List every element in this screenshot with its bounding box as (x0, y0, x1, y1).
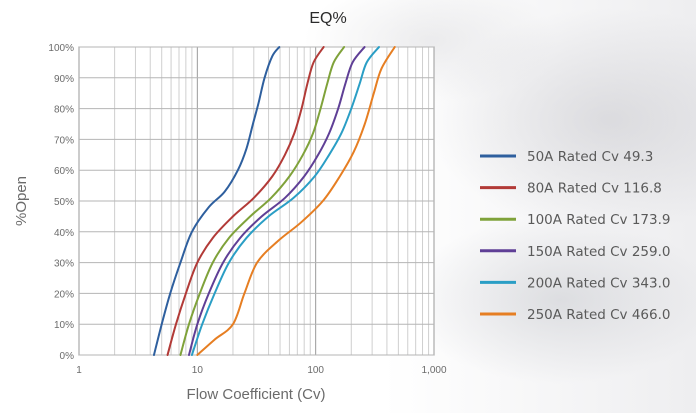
y-tick-labels: 0% 10% 20% 30% 40% 50% 60% 70% 80% 90% 100% (48, 43, 74, 362)
x-tick-label: 100 (307, 365, 324, 376)
y-axis-label: %Open (13, 176, 30, 226)
x-tick-label: 1,000 (421, 365, 446, 376)
y-tick-label: 10% (54, 320, 74, 331)
series-line-5 (190, 46, 381, 356)
series-line-2 (166, 46, 325, 356)
series-line-6 (196, 46, 396, 356)
y-tick-label: 80% (54, 105, 74, 116)
y-tick-label: 20% (54, 289, 74, 300)
y-tick-label: 50% (54, 197, 74, 208)
y-tick-label: 90% (54, 74, 74, 85)
x-tick-label: 10 (192, 365, 204, 376)
series-line-1 (152, 46, 281, 356)
series-lines (152, 46, 396, 356)
x-tick-labels: 1 10 100 1,000 (76, 365, 447, 376)
y-tick-label: 0% (60, 351, 75, 362)
legend-label: 80A Rated Cv 116.8 (527, 181, 662, 197)
y-tick-label: 70% (54, 135, 74, 146)
y-tick-label: 30% (54, 259, 74, 270)
chart-title: EQ% (309, 10, 346, 27)
y-tick-label: 60% (54, 166, 74, 177)
legend-label: 250A Rated Cv 466.0 (527, 307, 670, 323)
x-axis-label: Flow Coefficient (Cv) (187, 386, 326, 403)
legend: 50A Rated Cv 49.3 80A Rated Cv 116.8 100A … (480, 149, 670, 323)
x-tick-label: 1 (76, 365, 82, 376)
y-tick-label: 40% (54, 228, 74, 239)
series-line-3 (179, 46, 346, 356)
y-tick-label: 100% (48, 43, 74, 54)
legend-label: 150A Rated Cv 259.0 (527, 244, 670, 260)
legend-label: 50A Rated Cv 49.3 (527, 149, 653, 165)
series-line-4 (187, 46, 366, 356)
legend-label: 100A Rated Cv 173.9 (527, 212, 670, 228)
legend-label: 200A Rated Cv 343.0 (527, 275, 670, 291)
